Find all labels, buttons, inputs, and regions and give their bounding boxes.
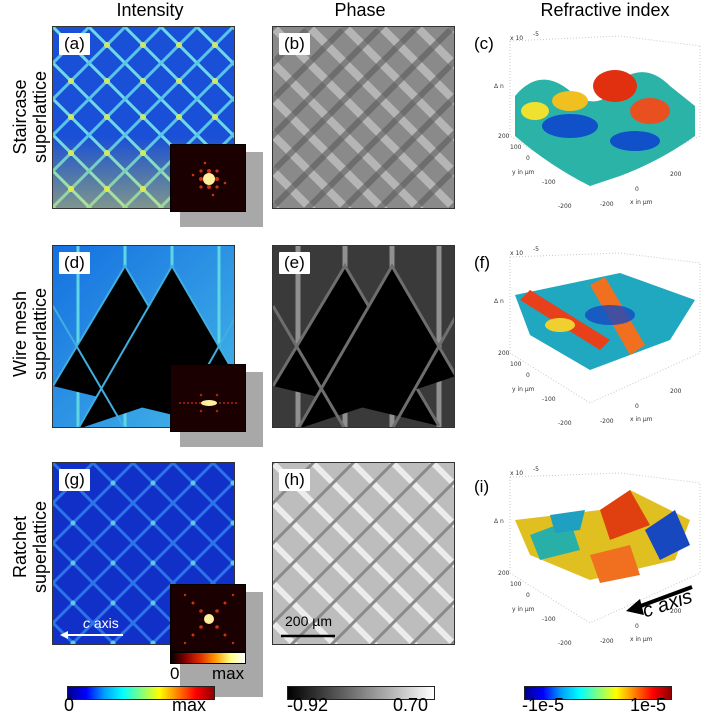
column-header-phase: Phase	[334, 0, 386, 20]
panel-letter-f: (f)	[474, 253, 491, 272]
svg-text:-100: -100	[542, 179, 556, 186]
svg-text:y in µm: y in µm	[512, 606, 535, 613]
fft-inset-d	[170, 364, 246, 432]
panel-letter-a: (a)	[59, 33, 90, 55]
svg-text:Δ n: Δ n	[494, 83, 504, 90]
svg-text:0: 0	[526, 372, 530, 379]
panel-letter-e: (e)	[279, 252, 310, 274]
svg-text:-5: -5	[533, 31, 539, 38]
colorbar-refractive	[524, 686, 672, 700]
scale-bar-label: 200 µm	[285, 613, 332, 629]
inset-colorbar-min: 0	[170, 664, 180, 683]
svg-text:200: 200	[498, 350, 510, 357]
svg-text:x 10: x 10	[510, 470, 523, 477]
svg-text:y in µm: y in µm	[512, 169, 535, 176]
colorbar-intensity	[67, 686, 215, 700]
refractive-surface-staircase: x 10 -5 Δ n y in µm x in µm 200 100 0 -1…	[470, 26, 710, 221]
colorbar-phase-max: 0.70	[393, 695, 429, 715]
phase-map-ratchet-image	[273, 463, 454, 644]
surface-plot-staircase: x 10 -5 Δ n y in µm x in µm 200 100 0 -1…	[494, 31, 701, 210]
fft-inset-a	[170, 144, 246, 212]
svg-text:-200: -200	[558, 420, 572, 427]
row-label-staircase: Staircase superlattice	[10, 70, 50, 164]
fft-pattern-d	[171, 365, 245, 431]
svg-text:200: 200	[670, 388, 682, 395]
row-label-wire-mesh: Wire mesh superlattice	[10, 287, 50, 381]
svg-text:-100: -100	[542, 396, 556, 403]
svg-text:0: 0	[635, 623, 639, 630]
column-header-refractive-index: Refractive index	[540, 0, 670, 20]
c-axis-3d-arrow-head	[626, 599, 644, 615]
inset-colorbar-max: max	[212, 664, 245, 683]
panel-letter-h: (h)	[279, 469, 310, 491]
svg-text:-200: -200	[600, 201, 614, 208]
svg-text:0: 0	[635, 403, 639, 410]
svg-text:x 10: x 10	[510, 250, 523, 257]
phase-map-ratchet: (h) 200 µm	[272, 462, 455, 645]
phase-map-wire-mesh-image	[273, 246, 454, 427]
colorbar-phase	[287, 686, 435, 700]
svg-text:y in µm: y in µm	[512, 386, 535, 393]
svg-text:200: 200	[498, 133, 510, 140]
panel-letter-c: (c)	[474, 34, 494, 53]
panel-letter-b: (b)	[279, 33, 310, 55]
c-axis-label: c axis	[83, 615, 119, 631]
svg-text:0: 0	[526, 592, 530, 599]
fft-pattern-g	[171, 585, 245, 651]
svg-text:100: 100	[510, 144, 522, 151]
svg-text:0: 0	[526, 155, 530, 162]
svg-text:x 10: x 10	[510, 35, 523, 42]
surface-plot-ratchet: x 10 -5 Δ n y in µm x in µm 200 100 0 -1…	[494, 466, 701, 647]
column-header-intensity: Intensity	[116, 0, 184, 20]
svg-text:-200: -200	[600, 638, 614, 645]
svg-text:-200: -200	[558, 640, 572, 647]
refractive-surface-wire-mesh: x 10 -5 Δ n y in µm x in µm 200 100 0 -1…	[470, 245, 710, 440]
phase-map-staircase: (b)	[272, 26, 455, 209]
inset-colorbar	[170, 652, 246, 664]
surface-plot-wire-mesh: x 10 -5 Δ n y in µm x in µm 200 100 0 -1…	[494, 246, 701, 427]
row-label-ratchet: Ratchet superlattice	[10, 500, 50, 594]
svg-text:200: 200	[670, 608, 682, 615]
svg-text:-200: -200	[600, 418, 614, 425]
panel-letter-i: (i)	[474, 477, 490, 496]
colorbar-phase-min: -0.92	[287, 695, 329, 715]
panel-letter-d: (d)	[59, 252, 90, 274]
svg-text:200: 200	[498, 570, 510, 577]
svg-text:100: 100	[510, 361, 522, 368]
phase-map-staircase-image	[273, 27, 454, 208]
svg-text:x in µm: x in µm	[630, 636, 653, 643]
colorbar-refractive-min: -1e-5	[522, 695, 565, 715]
svg-text:200: 200	[670, 171, 682, 178]
svg-text:Δ n: Δ n	[494, 298, 504, 305]
svg-text:Δ n: Δ n	[494, 518, 504, 525]
colorbar-refractive-max: 1e-5	[630, 695, 667, 715]
svg-text:-100: -100	[542, 616, 556, 623]
fft-inset-g	[170, 584, 246, 652]
refractive-surface-ratchet: x 10 -5 Δ n y in µm x in µm 200 100 0 -1…	[470, 465, 710, 660]
phase-map-wire-mesh: (e)	[272, 245, 455, 428]
svg-text:x in µm: x in µm	[630, 199, 653, 206]
svg-text:-5: -5	[533, 466, 539, 473]
panel-letter-g: (g)	[59, 469, 90, 491]
colorbar-intensity-max: max	[172, 695, 207, 715]
svg-text:100: 100	[510, 581, 522, 588]
colorbar-intensity-min: 0	[64, 695, 75, 715]
fft-pattern-a	[171, 145, 245, 211]
svg-text:-200: -200	[558, 203, 572, 210]
c-axis-3d-arrow-line	[637, 585, 693, 609]
svg-text:0: 0	[635, 186, 639, 193]
svg-text:x in µm: x in µm	[630, 416, 653, 423]
svg-text:-5: -5	[533, 246, 539, 253]
